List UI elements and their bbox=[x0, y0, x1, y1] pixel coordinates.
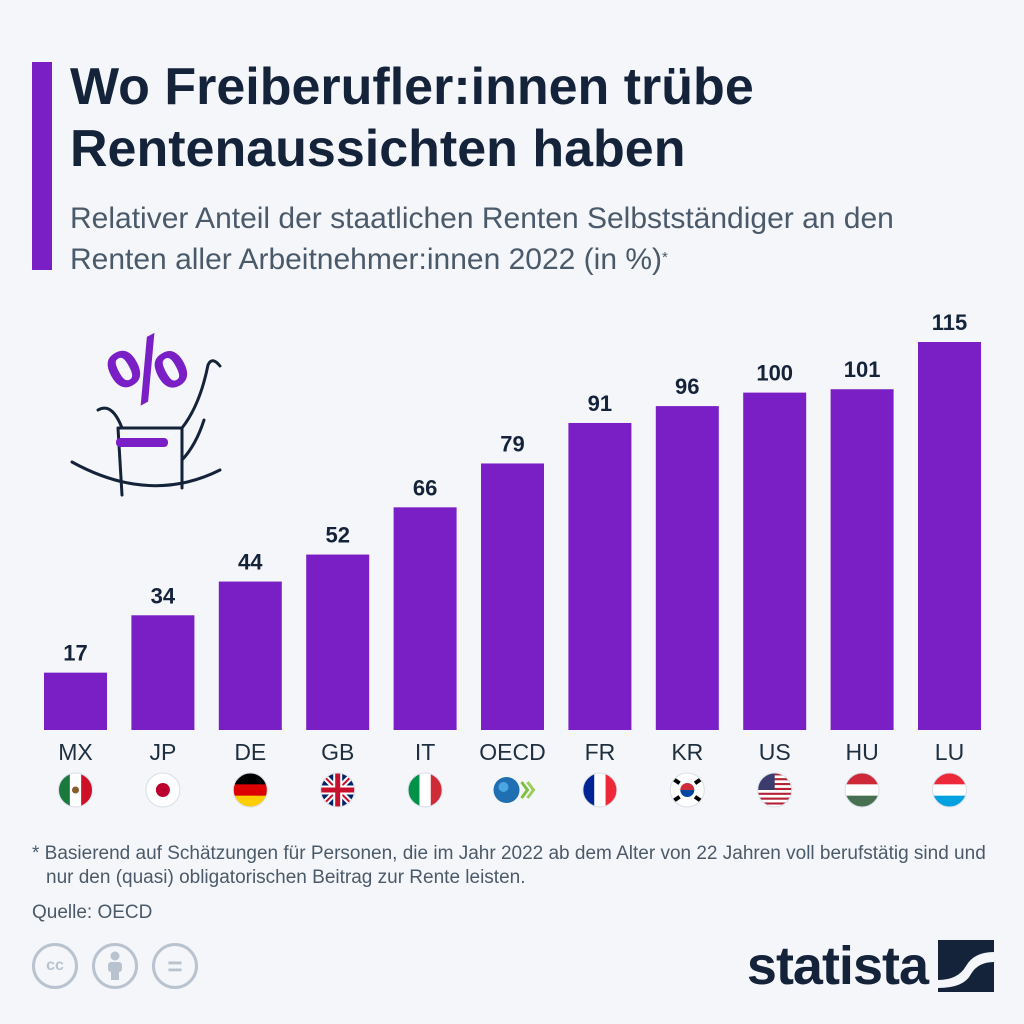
category-label: KR bbox=[671, 739, 703, 765]
bar-it bbox=[393, 507, 457, 730]
value-label: 101 bbox=[844, 357, 881, 382]
flag-japan-icon bbox=[145, 772, 181, 808]
bar-de bbox=[218, 581, 282, 730]
bar-us bbox=[743, 392, 807, 730]
value-label: 34 bbox=[151, 583, 176, 608]
value-label: 96 bbox=[675, 374, 699, 399]
flag-france-icon bbox=[582, 772, 618, 808]
category-label: GB bbox=[321, 739, 354, 765]
chart-title: Wo Freiberufler:innen trübe Rentenaussic… bbox=[70, 58, 754, 178]
nd-icon[interactable]: = bbox=[152, 943, 198, 989]
oecd-logo-icon bbox=[493, 773, 536, 807]
value-label: 79 bbox=[500, 431, 524, 456]
value-label: 91 bbox=[588, 391, 612, 416]
flag-luxembourg-icon bbox=[932, 772, 967, 808]
flag-germany-icon bbox=[232, 772, 268, 808]
bar-oecd bbox=[481, 463, 544, 730]
bar-jp bbox=[131, 615, 195, 730]
category-label: OECD bbox=[479, 739, 545, 765]
bars-group: 17 MX 34 JP 44 DE 52 GB 66 IT 79 OECD 91 FR 96 KR 100 US 1… bbox=[44, 310, 981, 765]
accent-bar bbox=[32, 62, 52, 270]
rocking-chair-percent-icon: % bbox=[70, 310, 222, 497]
value-label: 115 bbox=[932, 310, 968, 335]
bar-hu bbox=[830, 389, 894, 730]
license-icons: cc = bbox=[32, 943, 198, 989]
value-label: 66 bbox=[413, 475, 437, 500]
subtitle-text: Relativer Anteil der staatlichen Renten … bbox=[70, 202, 894, 276]
value-label: 17 bbox=[63, 641, 87, 666]
flag-hungary-icon bbox=[844, 772, 880, 808]
category-label: HU bbox=[845, 739, 878, 765]
footnote-marker: * bbox=[662, 249, 668, 266]
category-label: IT bbox=[415, 739, 435, 765]
flag-mexico-icon bbox=[58, 772, 93, 808]
category-label: JP bbox=[149, 739, 176, 765]
by-icon[interactable] bbox=[92, 943, 138, 989]
category-label: DE bbox=[234, 739, 266, 765]
category-label: US bbox=[759, 739, 791, 765]
chart-subtitle: Relativer Anteil der staatlichen Renten … bbox=[70, 198, 970, 280]
flags-group bbox=[58, 772, 967, 808]
cc-icon[interactable]: cc bbox=[32, 943, 78, 989]
brand-name: statista bbox=[746, 936, 929, 996]
statista-logo-icon bbox=[938, 940, 994, 992]
statista-logo[interactable]: statista bbox=[747, 935, 994, 997]
flag-south-korea-icon bbox=[669, 772, 705, 808]
value-label: 100 bbox=[756, 361, 793, 386]
footnote: * Basierend auf Schätzungen für Personen… bbox=[32, 843, 986, 888]
flag-uk-icon bbox=[320, 772, 356, 808]
value-label: 44 bbox=[238, 550, 263, 575]
person-icon bbox=[108, 951, 122, 980]
category-label: MX bbox=[58, 739, 93, 765]
value-label: 52 bbox=[325, 523, 349, 548]
bar-lu bbox=[918, 342, 981, 730]
category-label: FR bbox=[585, 739, 616, 765]
category-label: LU bbox=[935, 739, 964, 765]
flag-italy-icon bbox=[407, 772, 443, 808]
bar-gb bbox=[306, 554, 370, 730]
bar-mx bbox=[44, 672, 107, 730]
source-label: Quelle: OECD bbox=[32, 902, 153, 923]
bar-chart: % 17 MX 34 JP 44 DE 52 GB 66 IT 79 OECD 91 FR 96 KR 100 U… bbox=[44, 310, 981, 808]
bar-fr bbox=[568, 422, 632, 730]
bar-kr bbox=[655, 406, 719, 730]
flag-usa-icon bbox=[757, 772, 793, 808]
